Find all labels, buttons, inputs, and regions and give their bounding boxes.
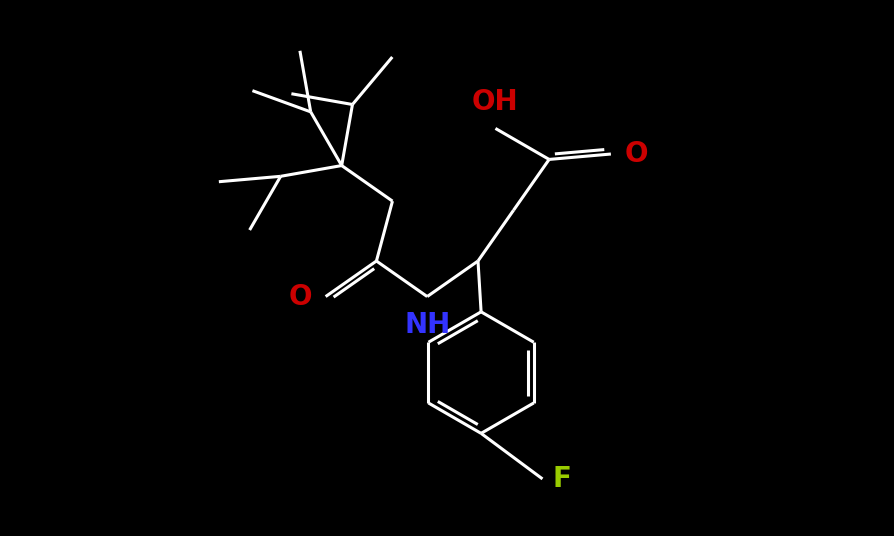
Text: OH: OH <box>472 88 519 116</box>
Text: NH: NH <box>403 310 450 339</box>
Text: F: F <box>552 465 570 493</box>
Text: O: O <box>624 140 647 168</box>
Text: O: O <box>288 282 311 310</box>
